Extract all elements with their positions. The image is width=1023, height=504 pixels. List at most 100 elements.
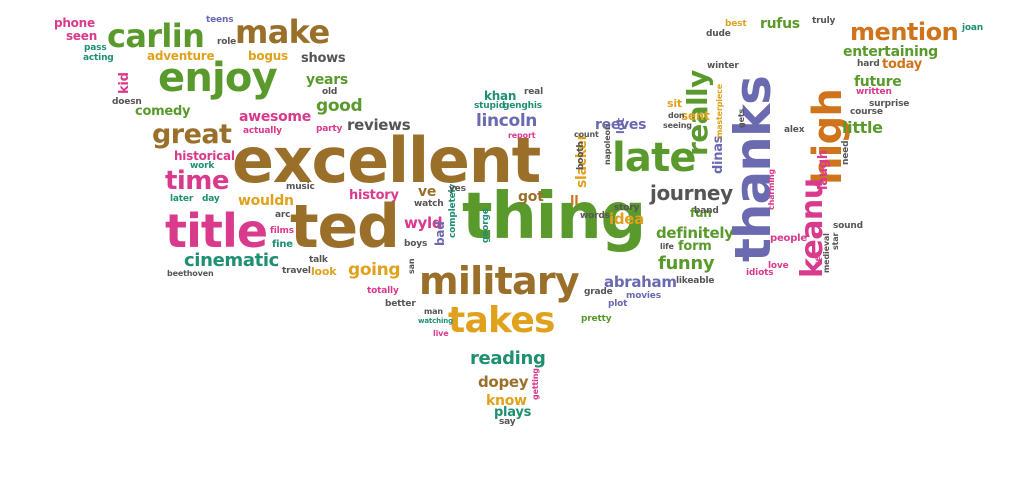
word-military: military [419, 259, 580, 303]
word-role: role [217, 37, 237, 47]
word-dopey: dopey [478, 373, 529, 391]
word-going: going [348, 260, 401, 280]
word-bad: bad [433, 221, 447, 246]
word-little: little [842, 118, 883, 137]
word-doesn: doesn [112, 97, 142, 107]
word-napoleon: napoleon [603, 124, 612, 165]
word-history: history [349, 188, 399, 203]
word-ve: ve [418, 184, 437, 200]
word-great: great [152, 119, 232, 150]
word-arc: arc [275, 210, 291, 220]
word-seeing: seeing [663, 121, 692, 130]
word-takes: takes [448, 300, 555, 341]
word-travel: travel [282, 266, 311, 276]
word-wyld: wyld [404, 214, 443, 232]
word-films: films [270, 226, 294, 236]
word-course: course [850, 107, 883, 117]
word-surprise: surprise [869, 99, 910, 109]
word-charming: charming [767, 168, 776, 210]
word-khan: khan [484, 89, 517, 103]
word-adventure: adventure [147, 49, 215, 63]
word-man: man [424, 307, 443, 316]
word-yes: yes [449, 184, 466, 194]
word-medieval: medieval [822, 233, 831, 273]
word-later: later [170, 194, 194, 204]
word-live: live [433, 329, 449, 338]
word-old: old [322, 87, 338, 97]
word-reading: reading [470, 348, 546, 369]
word-ted: ted [290, 192, 400, 262]
word-know: know [486, 393, 527, 409]
word-lincoln: lincoln [476, 111, 538, 131]
word-bogus: bogus [248, 49, 288, 63]
word-best: best [725, 19, 747, 29]
word-need: need [841, 140, 851, 165]
word-george: george [481, 208, 491, 243]
word-story: story [614, 203, 640, 213]
word-words: words [580, 211, 610, 221]
word-getting: getting [531, 368, 540, 400]
word-reviews: reviews [347, 116, 411, 134]
word-alex: alex [784, 125, 805, 135]
word-late: late [612, 135, 697, 181]
word-awesome: awesome [239, 109, 311, 125]
word-future: future [854, 74, 902, 90]
word-comedy: comedy [135, 104, 191, 119]
word-dinas: dinas [711, 135, 726, 174]
word-stupid: stupid [474, 101, 505, 111]
word-idiots: idiots [746, 268, 774, 278]
word-idea: idea [609, 210, 644, 228]
word-time: time [165, 166, 230, 196]
word-love: love [768, 261, 789, 271]
word-life: life [660, 242, 674, 251]
word-good: good [316, 96, 363, 116]
word-people: people [770, 233, 807, 244]
word-party: party [316, 124, 343, 134]
word-kid: kid [117, 72, 132, 94]
word-got: got [518, 189, 544, 205]
word-sent: sent [681, 109, 710, 123]
word-masterpiece: masterpiece [715, 84, 724, 138]
word-band: band [694, 206, 719, 216]
word-count: count [574, 130, 599, 139]
word-form: form [678, 239, 712, 254]
word-mention: mention [850, 18, 959, 46]
word-abraham: abraham [604, 273, 677, 291]
word-beethoven: beethoven [167, 269, 214, 278]
word-talk: talk [309, 255, 328, 265]
word-say: say [499, 417, 516, 427]
word-historical: historical [174, 149, 235, 163]
word-fun: fun [690, 206, 712, 220]
word-sit: sit [667, 97, 682, 110]
word-gets: gets [737, 108, 746, 128]
word-watch: watch [414, 199, 444, 209]
word-genghis: genghis [503, 101, 542, 111]
word-movies: movies [626, 291, 661, 301]
word-entertaining: entertaining [843, 44, 938, 60]
word-plays: plays [494, 405, 532, 420]
word-likeable: likeable [676, 276, 715, 286]
word-ll: ll [570, 194, 579, 209]
word-thing: thing [462, 180, 646, 254]
word-joan: joan [962, 23, 984, 33]
word-star: star [831, 232, 840, 250]
word-grade: grade [584, 287, 613, 297]
word-boys: boys [404, 239, 428, 249]
word-make: make [235, 13, 330, 51]
word-san: san [407, 258, 416, 274]
word-seen: seen [66, 29, 98, 43]
word-shows: shows [301, 51, 346, 66]
word-wouldn: wouldn [238, 193, 294, 209]
word-report: report [508, 131, 536, 140]
word-laugh: laugh [816, 150, 831, 190]
word-don: don [668, 111, 685, 120]
word-excellent: excellent [232, 124, 541, 197]
word-enjoy: enjoy [158, 55, 278, 101]
word-winter: winter [707, 61, 739, 71]
word-phone: phone [54, 16, 95, 30]
word-fine: fine [272, 239, 293, 250]
word-cinematic: cinematic [184, 250, 279, 271]
word-today: today [882, 57, 922, 72]
word-hard: hard [857, 59, 880, 69]
word-pretty: pretty [581, 314, 612, 324]
